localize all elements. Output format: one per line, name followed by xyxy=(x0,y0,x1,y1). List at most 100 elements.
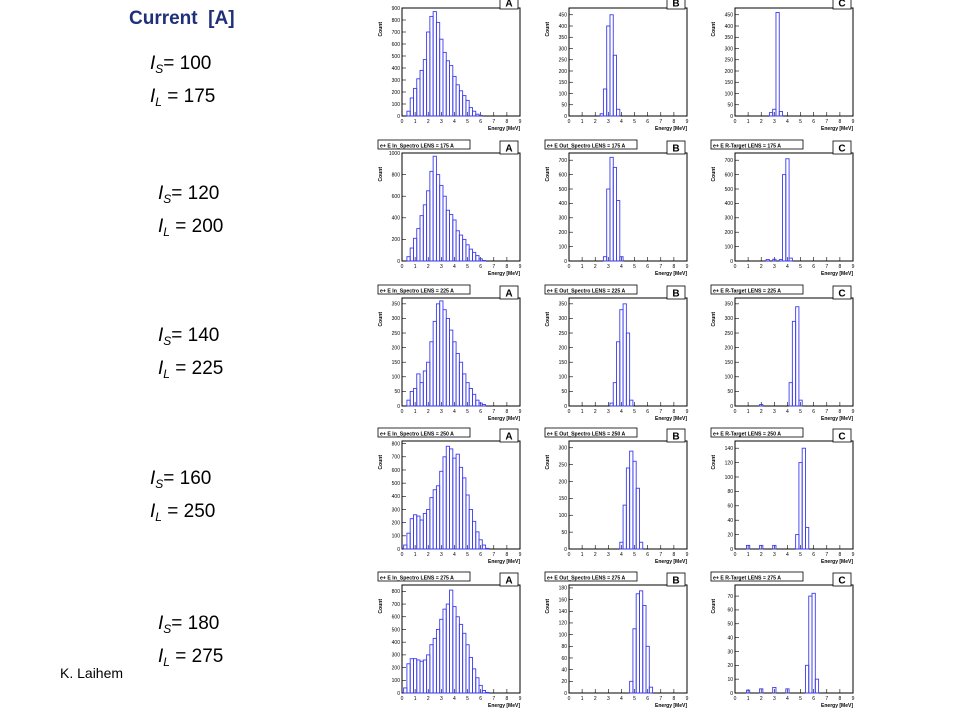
x-tick-label: 7 xyxy=(492,696,495,702)
x-tick-label: 1 xyxy=(747,119,750,125)
histogram-title-box xyxy=(544,139,638,150)
x-tick-label: 6 xyxy=(812,264,815,270)
histogram-frame xyxy=(401,297,521,407)
histogram-panel-3b: e+ E Out_Spectro LENS = 225 A B0501001502… xyxy=(544,284,689,422)
y-tick-label: 350 xyxy=(392,302,401,308)
histogram-title: e+ E In_Spectro LENS = 250 A xyxy=(380,432,454,438)
x-axis-title: Energy [MeV] xyxy=(488,703,520,709)
y-tick-label: 80 xyxy=(727,489,733,495)
histogram-bin xyxy=(472,110,477,117)
x-tick-label: 3 xyxy=(607,119,610,125)
y-tick-label: 400 xyxy=(392,640,401,646)
x-tick-label: 7 xyxy=(825,119,828,125)
histogram-panel-2b: e+ E Out_Spectro LENS = 175 A B 0 100 200 300… xyxy=(544,139,689,277)
x-tick-label: 2 xyxy=(760,409,763,415)
x-tick-label: 7 xyxy=(659,264,662,270)
histogram-bin xyxy=(772,258,777,262)
x-tick-label: 0 xyxy=(568,552,571,558)
y-tick-label: 700 xyxy=(392,602,401,608)
y-axis-title: Count xyxy=(711,599,717,614)
x-tick-label: 9 xyxy=(686,696,689,702)
histogram-bin xyxy=(746,689,751,694)
histogram-title-box xyxy=(544,284,638,295)
histogram-bin xyxy=(785,688,790,694)
histogram-bin xyxy=(639,541,644,550)
x-tick-label: 5 xyxy=(633,552,636,558)
y-tick-label: 200 xyxy=(392,345,401,351)
y-tick-label: 100 xyxy=(725,375,734,381)
x-axis-title: Energy [MeV] xyxy=(655,703,687,709)
y-tick-label: 100 xyxy=(392,534,401,540)
x-tick-label: 5 xyxy=(799,696,802,702)
x-tick-label: 8 xyxy=(838,119,841,125)
histogram-bin xyxy=(478,684,483,694)
x-tick-label: 6 xyxy=(812,552,815,558)
x-tick-label: 6 xyxy=(479,696,482,702)
x-tick-label: 4 xyxy=(453,119,456,125)
x-tick-label: 8 xyxy=(505,696,508,702)
y-tick-label: 0 xyxy=(564,691,567,697)
y-tick-label: 10 xyxy=(727,677,733,683)
y-tick-label: 200 xyxy=(725,69,734,75)
histogram-bin xyxy=(772,687,777,694)
y-tick-label: 600 xyxy=(392,615,401,621)
y-tick-label: 300 xyxy=(392,653,401,659)
y-tick-label: 50 xyxy=(561,530,567,536)
is-line-3: IS= 140 xyxy=(158,325,220,348)
x-tick-label: 7 xyxy=(492,264,495,270)
x-tick-label: 8 xyxy=(838,264,841,270)
y-tick-label: 40 xyxy=(561,667,567,673)
x-tick-label: 8 xyxy=(505,119,508,125)
y-tick-label: 50 xyxy=(727,389,733,395)
histogram-panel-3a: e+ E In_Spectro LENS = 225 A A05010015020… xyxy=(377,284,522,422)
y-tick-label: 400 xyxy=(559,201,568,207)
histogram-bin xyxy=(481,404,487,407)
y-tick-label: 50 xyxy=(727,103,733,109)
histogram-frame xyxy=(401,584,521,694)
x-tick-label: 4 xyxy=(786,696,789,702)
x-tick-label: 0 xyxy=(568,119,571,125)
il-value-1: 175 xyxy=(183,86,216,107)
y-tick-label: 300 xyxy=(725,46,734,52)
panel-letter: A xyxy=(505,144,512,155)
histogram-bin xyxy=(765,259,770,262)
il-value-3: 225 xyxy=(191,358,224,379)
x-axis-title: Energy [MeV] xyxy=(655,271,687,277)
x-tick-label: 0 xyxy=(401,119,404,125)
il-value-2: 200 xyxy=(191,216,224,237)
y-tick-label: 150 xyxy=(559,80,568,86)
histogram-bin xyxy=(619,256,624,262)
y-tick-label: 200 xyxy=(559,479,568,485)
y-tick-label: 100 xyxy=(725,91,734,97)
x-tick-label: 0 xyxy=(401,696,404,702)
histogram-title: e+ E In_Spectro LENS = 275 A xyxy=(380,576,454,582)
x-tick-label: 0 xyxy=(734,409,737,415)
x-tick-label: 6 xyxy=(479,552,482,558)
y-tick-label: 50 xyxy=(727,622,733,628)
panel-letter: B xyxy=(672,0,679,10)
x-tick-label: 3 xyxy=(607,409,610,415)
y-axis-title: Count xyxy=(378,22,384,37)
il-line-2: IL = 200 xyxy=(158,216,224,239)
x-axis-title: Energy [MeV] xyxy=(488,559,520,565)
histogram-bin xyxy=(475,255,480,262)
row-label-3: IS= 140 IL = 225 xyxy=(158,322,223,388)
x-tick-label: 5 xyxy=(466,409,469,415)
histogram-title-box xyxy=(544,571,638,582)
x-axis-title: Energy [MeV] xyxy=(488,416,520,422)
histogram-title-box xyxy=(377,427,471,438)
x-tick-label: 8 xyxy=(505,552,508,558)
x-axis-title: Energy [MeV] xyxy=(488,271,520,277)
y-axis-title: Count xyxy=(711,455,717,470)
y-tick-label: 30 xyxy=(727,649,733,655)
y-tick-label: 600 xyxy=(392,194,401,200)
histogram-bin xyxy=(485,547,490,550)
histogram-bin xyxy=(814,678,820,694)
x-tick-label: 2 xyxy=(427,264,430,270)
x-tick-label: 6 xyxy=(812,409,815,415)
x-tick-label: 9 xyxy=(686,119,689,125)
y-tick-label: 900 xyxy=(392,6,401,12)
histogram-bin xyxy=(759,688,764,694)
panel-letter: B xyxy=(672,144,679,155)
x-tick-label: 2 xyxy=(760,696,763,702)
